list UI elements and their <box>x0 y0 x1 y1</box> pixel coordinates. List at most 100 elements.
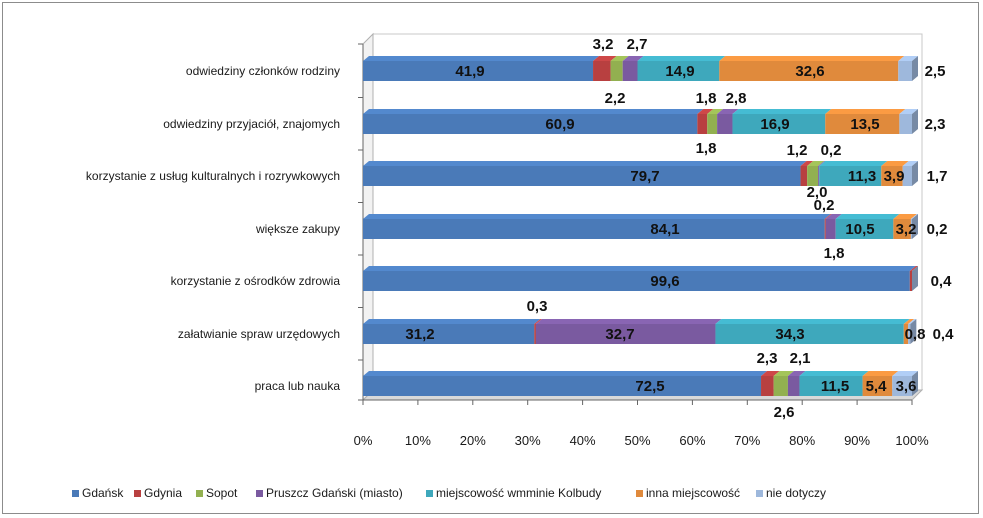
bar-segment-top <box>637 56 726 61</box>
bar-segment-top <box>717 109 739 114</box>
bar-segment-top <box>363 109 704 114</box>
x-tick-label: 40% <box>570 433 596 448</box>
bar-segment-top <box>818 161 826 166</box>
legend-label: Gdańsk <box>82 486 124 500</box>
data-label: 0,4 <box>931 273 953 290</box>
bar-segment-top <box>893 214 917 219</box>
bar-segment-top <box>363 161 807 166</box>
data-label: 0,2 <box>927 221 948 238</box>
data-label: 1,2 <box>787 142 808 159</box>
category-label: większe zakupy <box>255 222 340 236</box>
bar-segment-top <box>773 371 794 376</box>
bar-segment <box>715 324 904 344</box>
legend-label: Pruszcz Gdański (miasto) <box>266 486 403 500</box>
data-label: 0,2 <box>814 197 835 214</box>
legend-swatch <box>426 490 433 497</box>
bar-segment <box>535 324 716 344</box>
data-label: 79,7 <box>630 168 659 185</box>
bar-segment <box>819 166 882 186</box>
bar-segment-top <box>363 371 768 376</box>
legend-label: Sopot <box>206 486 238 500</box>
data-label: 99,6 <box>650 273 679 290</box>
bar-segment-top <box>593 56 617 61</box>
category-label: praca lub nauka <box>255 379 341 393</box>
data-label: 16,9 <box>760 116 789 133</box>
bar-segment-top <box>799 371 869 376</box>
legend-swatch <box>636 490 643 497</box>
x-tick-label: 10% <box>405 433 431 448</box>
bar-segment-top <box>715 319 910 324</box>
bar-segment <box>363 324 535 344</box>
legend-swatch <box>134 490 141 497</box>
data-label: 11,3 <box>848 168 876 185</box>
bar-segment <box>719 61 899 81</box>
x-tick-label: 80% <box>789 433 815 448</box>
data-label: 60,9 <box>545 116 574 133</box>
bar-segment <box>363 219 825 239</box>
legend-swatch <box>196 490 203 497</box>
data-label: 2,0 <box>807 184 828 201</box>
bar-segment-top <box>899 109 918 114</box>
bar-segment-top <box>787 371 806 376</box>
bar-segment <box>707 114 718 134</box>
bar-segment-top <box>363 214 831 219</box>
data-label: 1,8 <box>824 245 845 262</box>
bar-segment-top <box>697 109 714 114</box>
legend-label: Gdynia <box>144 486 182 500</box>
data-label: 32,6 <box>795 63 824 80</box>
data-label: 2,3 <box>925 116 946 133</box>
bar-segment-top <box>707 109 724 114</box>
legend-swatch <box>756 490 763 497</box>
legend-label: nie dotyczy <box>766 486 826 500</box>
bar-end-cap <box>910 319 917 344</box>
bar-segment-top <box>909 266 918 271</box>
bar-segment-top <box>719 56 905 61</box>
bar-segment <box>697 114 708 134</box>
bar-segment-top <box>881 161 909 166</box>
category-label: korzystanie z ośrodków zdrowia <box>171 274 341 288</box>
bar-segment <box>363 271 910 291</box>
data-label: 3,2 <box>896 221 917 238</box>
bar-segment <box>363 61 594 81</box>
bar-segment-top <box>363 319 541 324</box>
category-label: odwiedziny przyjaciół, znajomych <box>163 117 340 131</box>
bar-segment <box>610 61 623 81</box>
bar-segment <box>622 61 638 81</box>
category-label: korzystanie z usług kulturalnych i rozry… <box>86 169 340 183</box>
bar-segment <box>909 271 912 291</box>
bar-segment <box>903 324 909 344</box>
bar-segment <box>787 376 800 396</box>
bar-segment-top <box>898 56 918 61</box>
bar-segment <box>799 376 863 396</box>
bar-segment <box>363 166 801 186</box>
data-label: 84,1 <box>650 221 679 238</box>
data-label: 2,7 <box>627 36 648 53</box>
bar-segment-top <box>807 161 825 166</box>
bar-segment-top <box>903 319 915 324</box>
bar-segment-top <box>910 214 918 219</box>
data-label: 14,9 <box>665 63 694 80</box>
bar-segment <box>908 324 911 344</box>
x-tick-label: 20% <box>460 433 486 448</box>
bar-segment-top <box>363 266 916 271</box>
data-label: 2,3 <box>757 350 778 367</box>
bar-segment-top <box>535 319 722 324</box>
x-tick-label: 70% <box>734 433 760 448</box>
x-tick-label: 30% <box>515 433 541 448</box>
bar-segment-top <box>908 319 917 324</box>
bar-segment <box>892 376 912 396</box>
bar-segment <box>818 166 820 186</box>
bar-segment <box>825 114 900 134</box>
data-label: 1,7 <box>927 168 948 185</box>
bar-end-cap <box>912 109 918 134</box>
bar-segment-top <box>610 56 629 61</box>
bar-segment-top <box>761 371 780 376</box>
data-label: 0,4 <box>933 326 955 343</box>
bar-end-cap <box>912 56 918 81</box>
data-label: 31,2 <box>405 326 434 343</box>
bar-end-cap <box>912 161 918 186</box>
legend-swatch <box>256 490 263 497</box>
bar-segment <box>732 114 826 134</box>
bar-segment-top <box>835 214 900 219</box>
